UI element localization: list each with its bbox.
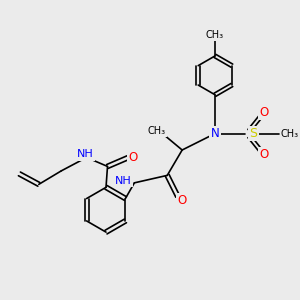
Text: O: O <box>178 194 187 207</box>
Text: NH: NH <box>77 149 94 160</box>
Text: CH₃: CH₃ <box>206 30 224 40</box>
Text: CH₃: CH₃ <box>280 129 299 139</box>
Text: CH₃: CH₃ <box>148 126 166 136</box>
Text: N: N <box>211 127 219 140</box>
Text: O: O <box>260 106 269 119</box>
Text: NH: NH <box>115 176 131 186</box>
Text: O: O <box>260 148 269 161</box>
Text: S: S <box>249 127 257 140</box>
Text: O: O <box>128 151 137 164</box>
